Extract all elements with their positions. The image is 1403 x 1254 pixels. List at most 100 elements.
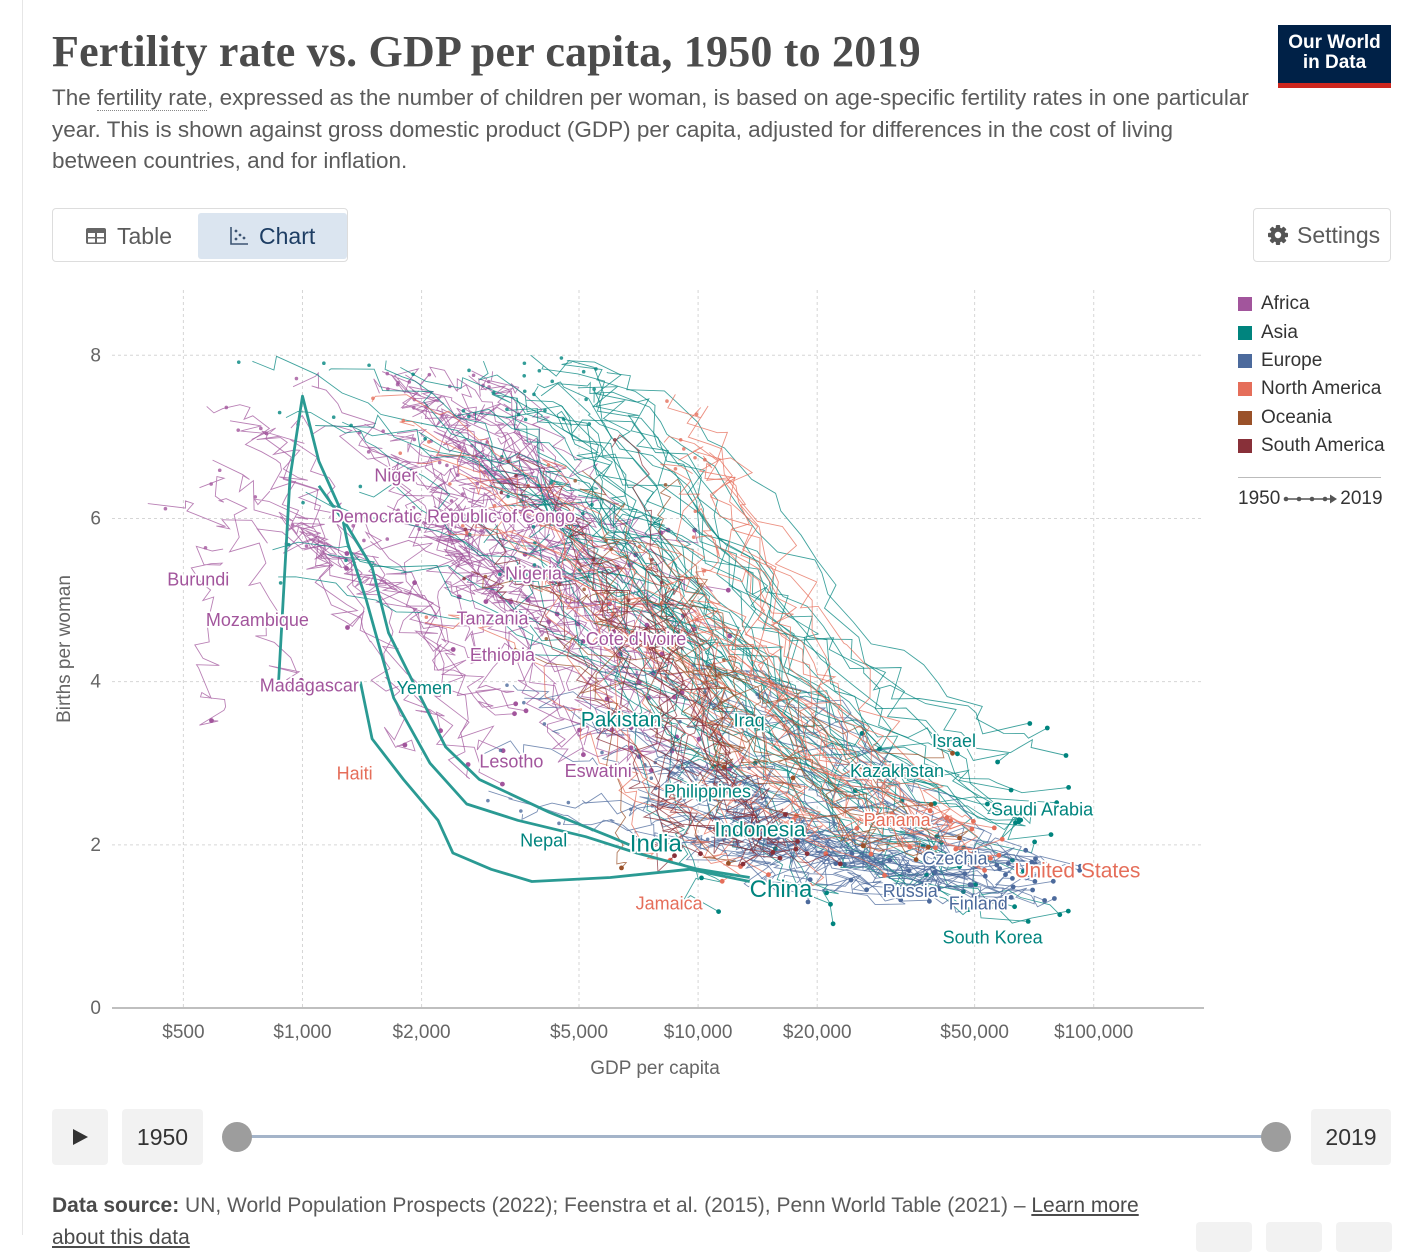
- y-tick-label: 2: [90, 835, 101, 856]
- trajectory-end-point: [1078, 863, 1083, 869]
- trajectory-end-point: [807, 877, 813, 882]
- trajectory-start-point: [385, 371, 390, 376]
- trajectory-start-point: [543, 408, 547, 413]
- timeline-end-handle[interactable]: [1261, 1122, 1291, 1152]
- trajectory-end-point: [1028, 810, 1034, 815]
- trajectory-end-point: [646, 695, 651, 701]
- trajectory-asia: [516, 398, 882, 772]
- trajectory-start-point: [498, 748, 503, 753]
- trajectory-start-point: [632, 632, 637, 637]
- trajectory-start-point: [522, 374, 527, 378]
- trajectory-start-point: [663, 483, 668, 487]
- settings-button[interactable]: Settings: [1253, 208, 1391, 262]
- scatter-chart-icon: [230, 227, 248, 245]
- legend-item-north-america[interactable]: North America: [1238, 375, 1385, 403]
- trajectory-asia: [566, 360, 877, 794]
- trajectory-start-point: [427, 440, 431, 444]
- trajectory-end-point: [852, 788, 858, 793]
- trajectory-start-point: [557, 821, 561, 826]
- trajectory-end-point: [1039, 872, 1045, 878]
- scatter-chart[interactable]: Niger Democratic Republic of Congo Burundi…: [0, 280, 1230, 1090]
- time-legend-start: 1950: [1238, 488, 1281, 509]
- end-year-box[interactable]: 2019: [1311, 1109, 1391, 1165]
- tab-table[interactable]: Table: [57, 213, 198, 259]
- trajectory-start-point: [386, 387, 390, 391]
- footer-action-button-1[interactable]: [1196, 1222, 1252, 1252]
- trajectory-europe: [665, 760, 901, 902]
- country-label: Tanzania: [456, 609, 529, 629]
- country-label: Iraq: [734, 711, 765, 731]
- trajectory-north-america: [695, 535, 985, 871]
- trajectory-end-point: [766, 872, 771, 878]
- trajectory-end-point: [933, 845, 938, 851]
- trajectory-end-point: [1044, 725, 1050, 731]
- trajectory-start-point: [437, 460, 442, 465]
- trajectory-start-point: [224, 405, 229, 410]
- y-tick-label: 0: [90, 998, 101, 1019]
- trajectory-start-point: [259, 426, 263, 431]
- trajectory-start-point: [522, 700, 526, 705]
- legend-item-south-america[interactable]: South America: [1238, 432, 1385, 460]
- trajectory-north-america: [663, 435, 918, 821]
- trajectory-end-point: [500, 781, 505, 787]
- trajectory-asia: [342, 421, 1057, 804]
- trajectory-start-point: [682, 447, 686, 451]
- timeline-track[interactable]: [237, 1135, 1277, 1138]
- trajectory-start-point: [566, 800, 571, 805]
- trajectory-end-point: [933, 860, 939, 866]
- trajectory-end-point: [1008, 895, 1014, 900]
- chart-axes: 0 2 4 6 8 $500 $1,000 $2,000 $5,000 $10,000 $20,00…: [54, 345, 1204, 1079]
- trajectory-start-point: [492, 503, 497, 508]
- trajectory-end-point: [699, 875, 704, 881]
- trajectory-start-point: [203, 545, 208, 550]
- trajectory-north-america: [529, 576, 860, 832]
- trajectory-start-point: [592, 387, 596, 391]
- trajectory-end-point: [805, 899, 811, 905]
- country-label: Haiti: [337, 764, 373, 784]
- trajectory-start-point: [209, 482, 213, 486]
- trajectory-start-point: [398, 451, 403, 455]
- trajectory-asia: [530, 354, 1036, 854]
- trajectory-start-point: [488, 650, 492, 655]
- trajectory-africa: [423, 523, 700, 740]
- legend-swatch: [1238, 439, 1252, 454]
- fertility-rate-link[interactable]: fertility rate: [97, 85, 208, 111]
- trajectory-start-point: [581, 369, 586, 374]
- our-world-in-data-logo[interactable]: Our World in Data: [1278, 25, 1391, 88]
- footer-action-button-3[interactable]: [1336, 1222, 1392, 1252]
- trajectory-start-point: [475, 481, 480, 486]
- trajectory-end-point: [1057, 912, 1063, 918]
- trajectory-end-point: [609, 727, 615, 733]
- footer-action-button-2[interactable]: [1266, 1222, 1322, 1252]
- trajectory-end-point: [991, 825, 997, 831]
- timeline-start-handle[interactable]: [222, 1122, 252, 1152]
- trajectory-end-point: [1032, 879, 1038, 884]
- trajectory-africa: [280, 516, 348, 556]
- trajectory-start-point: [424, 615, 429, 620]
- y-axis-title: Births per woman: [54, 575, 75, 723]
- tab-chart[interactable]: Chart: [198, 213, 347, 259]
- trajectory-start-point: [678, 437, 683, 442]
- legend-item-asia[interactable]: Asia: [1238, 318, 1385, 346]
- legend-item-africa[interactable]: Africa: [1238, 290, 1385, 318]
- trajectory-asia: [305, 491, 902, 809]
- trajectory-start-point: [492, 390, 496, 395]
- legend-item-europe[interactable]: Europe: [1238, 347, 1385, 375]
- trajectory-start-point: [600, 750, 604, 755]
- trajectory-start-point: [532, 563, 537, 567]
- trajectory-start-point: [344, 558, 348, 563]
- trajectory-south-america: [641, 618, 796, 857]
- tab-table-label: Table: [117, 222, 172, 249]
- trajectory-africa: [391, 374, 578, 638]
- trajectory-end-point: [1065, 908, 1071, 914]
- play-button[interactable]: [52, 1109, 108, 1165]
- legend-divider: [1238, 477, 1381, 478]
- y-tick-label: 8: [90, 345, 101, 366]
- trajectory-north-america: [447, 529, 999, 864]
- legend-item-oceania[interactable]: Oceania: [1238, 404, 1385, 432]
- country-label: Panama: [864, 810, 932, 830]
- trajectory-start-point: [362, 538, 366, 543]
- start-year-box[interactable]: 1950: [122, 1109, 203, 1165]
- trajectory-end-point: [962, 871, 968, 877]
- trajectory-asia: [489, 484, 1012, 791]
